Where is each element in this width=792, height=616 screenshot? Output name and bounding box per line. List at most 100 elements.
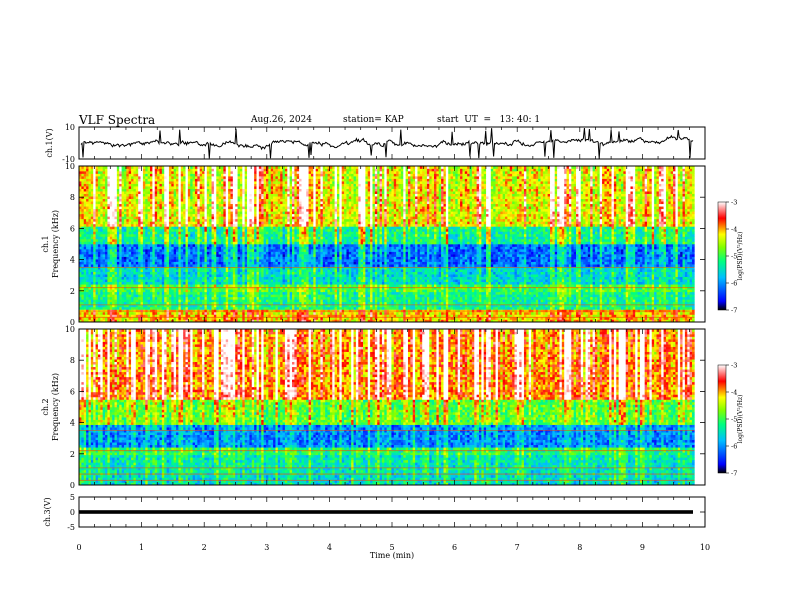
ch1-spectrogram-cell — [183, 307, 186, 310]
ch1-spectrogram-cell — [401, 312, 404, 315]
ch1-spectrogram-cell — [183, 314, 186, 317]
ch1-spectrogram-cell — [141, 312, 144, 315]
ch1-spectrogram-cell — [264, 312, 267, 315]
ch1-spectrogram-cell — [212, 307, 215, 310]
ch1-spectrogram-cell — [81, 312, 84, 315]
ch1-spectrogram-cell — [486, 312, 489, 315]
ch1-spectrogram-cell — [283, 307, 286, 310]
ch1-spectrogram-cell — [107, 314, 110, 317]
ch1-spectrogram-cell — [683, 314, 686, 317]
ch1-spectrogram-cell — [337, 314, 340, 317]
ch1-spectrogram-cell — [186, 307, 189, 310]
ch1-spectrogram-cell — [320, 314, 323, 317]
ch1-spectrogram-cell — [228, 307, 231, 310]
ch1-spectrogram-cell — [690, 312, 693, 315]
ch1-spectrogram-cell — [538, 314, 541, 317]
ch1-spectrogram-cell — [628, 314, 631, 317]
ch1-spectrogram-cell — [439, 314, 442, 317]
ch1-spectrogram-cell — [557, 314, 560, 317]
ch1-spectrogram-cell — [683, 307, 686, 310]
ch1-spectrogram-cell — [356, 307, 359, 310]
ch1-spectrogram-cell — [240, 307, 243, 310]
ch1-spectrogram-cell — [197, 307, 200, 310]
ch1-spectrogram-cell — [219, 314, 222, 317]
ch1-spectrogram-cell — [588, 314, 591, 317]
ch1-spectrogram-cell — [320, 307, 323, 310]
ch1-spectrogram-cell — [451, 307, 454, 310]
ch1-spectrogram-cell — [346, 307, 349, 310]
ch1-spectrogram-cell — [294, 312, 297, 315]
ch1-spectrogram-cell — [202, 314, 205, 317]
ch1-spectrogram-cell — [645, 314, 648, 317]
ch1-spectrogram-cell — [247, 314, 250, 317]
ch1-spectrogram-cell — [557, 307, 560, 310]
ch1-spectrogram-cell — [429, 307, 432, 310]
ch1-spectrogram-cell — [356, 312, 359, 315]
ch1-spectrogram-cell — [162, 307, 165, 310]
ch1-spectrogram-cell — [481, 314, 484, 317]
ch1-spectrogram-cell — [507, 312, 510, 315]
ch1-spectrogram-cell — [479, 312, 482, 315]
ch1-spectrogram-cell — [304, 314, 307, 317]
ch1-spectrogram-cell — [377, 314, 380, 317]
ch1-spectrogram-cell — [427, 312, 430, 315]
ch1-spectrogram-cell — [309, 307, 312, 310]
ch1-spectrogram-cell — [399, 312, 402, 315]
ch1-spectrogram-cell — [425, 314, 428, 317]
ch1-spectrogram-cell — [685, 314, 688, 317]
ch1-spectrogram-cell — [410, 314, 413, 317]
ch1-spectrogram-cell — [498, 314, 501, 317]
ch1-spectrogram-cell — [372, 312, 375, 315]
ch1-spectrogram-cell — [588, 307, 591, 310]
ch1-spectrogram-cell — [526, 314, 529, 317]
ch1-spectrogram-cell — [325, 312, 328, 315]
ch1-spectrogram-cell — [529, 314, 532, 317]
ch1-spectrogram-cell — [623, 314, 626, 317]
ch1-spectrogram-cell — [150, 312, 153, 315]
ch1-spectrogram-cell — [240, 314, 243, 317]
ch1-spectrogram-cell — [358, 312, 361, 315]
ch1-spectrogram-cell — [597, 307, 600, 310]
ch1-spectrogram-cell — [477, 314, 480, 317]
ch1-spectrogram-cell — [678, 312, 681, 315]
ch1-spectrogram-cell — [621, 307, 624, 310]
ch1-spectrogram-cell — [536, 314, 539, 317]
ch1-spectrogram-cell — [441, 312, 444, 315]
ch1-spectrogram-cell — [571, 307, 574, 310]
ch1-spectrogram-cell — [143, 307, 146, 310]
ch1-spectrogram-cell — [609, 307, 612, 310]
ch1-spectrogram-cell — [100, 307, 103, 310]
ch1-spectrogram-cell — [221, 314, 224, 317]
ch1-spectrogram-cell — [380, 307, 383, 310]
ch1-spectrogram-cell — [138, 307, 141, 310]
ch1-spectrogram-cell — [595, 312, 598, 315]
ch1-spectrogram-cell — [193, 312, 196, 315]
ch1-spectrogram-cell — [526, 312, 529, 315]
ch1-spectrogram-cell — [171, 307, 174, 310]
ch1-spectrogram-cell — [683, 312, 686, 315]
ch1-spectrogram-cell — [621, 314, 624, 317]
ch1-spectrogram-cell — [671, 307, 674, 310]
ch1-spectrogram-cell — [323, 312, 326, 315]
ch1-spectrogram-cell — [436, 312, 439, 315]
ch1-spectrogram-cell — [261, 312, 264, 315]
ch1-spectrogram-cell — [200, 307, 203, 310]
ch1-spectrogram-cell — [181, 312, 184, 315]
ch1-spectrogram-cell — [252, 314, 255, 317]
ch1-spectrogram-cell — [221, 307, 224, 310]
ch1-spectrogram-cell — [141, 314, 144, 317]
ch1-spectrogram-cell — [652, 314, 655, 317]
ch1-spectrogram-cell — [370, 307, 373, 310]
ch1-spectrogram-cell — [432, 312, 435, 315]
ch1-spectrogram-cell — [562, 307, 565, 310]
ch1-spectrogram-cell — [522, 312, 525, 315]
ch1-spectrogram-cell — [491, 312, 494, 315]
ch1-spectrogram-cell — [543, 314, 546, 317]
ch1-spectrogram-cell — [491, 307, 494, 310]
ch1-spectrogram-cell — [453, 312, 456, 315]
ch1-spectrogram-cell — [316, 312, 319, 315]
ch1-spectrogram-cell — [406, 314, 409, 317]
ch1-spectrogram-cell — [259, 314, 262, 317]
ch1-spectrogram-cell — [223, 312, 226, 315]
ch1-spectrogram-cell — [212, 312, 215, 315]
